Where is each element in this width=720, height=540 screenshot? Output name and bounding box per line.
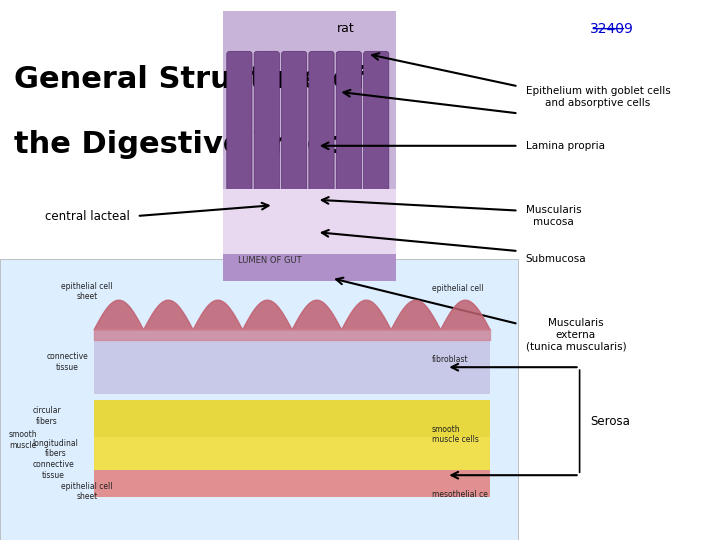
Text: General Structure of: General Structure of [14,65,366,94]
FancyBboxPatch shape [223,254,396,281]
Text: LUMEN OF GUT: LUMEN OF GUT [238,255,301,265]
Text: central lacteal: central lacteal [45,210,130,222]
Text: mesothelial ce: mesothelial ce [432,490,488,498]
FancyBboxPatch shape [309,51,334,219]
Text: Lamina propria: Lamina propria [526,141,605,151]
Text: the Digestive Tract: the Digestive Tract [14,130,340,159]
FancyBboxPatch shape [254,51,279,219]
FancyBboxPatch shape [94,329,490,394]
Text: epithelial cell
sheet: epithelial cell sheet [61,482,113,501]
FancyBboxPatch shape [223,11,396,281]
FancyBboxPatch shape [227,51,252,219]
Text: smooth
muscle cells: smooth muscle cells [432,425,479,444]
Text: fibroblast: fibroblast [432,355,469,363]
Text: epithelial cell: epithelial cell [432,285,484,293]
Text: rat: rat [337,22,354,35]
Text: longitudinal
fibers: longitudinal fibers [32,438,78,458]
Text: smooth
muscle: smooth muscle [9,430,37,450]
FancyBboxPatch shape [223,189,396,254]
FancyBboxPatch shape [282,51,307,219]
FancyBboxPatch shape [364,51,389,219]
Text: Serosa: Serosa [590,415,630,428]
Text: connective
tissue: connective tissue [47,352,89,372]
FancyBboxPatch shape [0,259,518,540]
Text: Muscularis
externa
(tunica muscularis): Muscularis externa (tunica muscularis) [526,318,626,352]
Text: Submucosa: Submucosa [526,254,586,264]
FancyBboxPatch shape [94,400,490,437]
Text: 32409: 32409 [590,22,634,36]
FancyBboxPatch shape [336,51,361,219]
Text: epithelial cell
sheet: epithelial cell sheet [61,282,113,301]
Text: Epithelium with goblet cells
and absorptive cells: Epithelium with goblet cells and absorpt… [526,86,670,108]
Text: Muscularis
mucosa: Muscularis mucosa [526,205,581,227]
FancyBboxPatch shape [94,437,490,470]
Text: circular
fibers: circular fibers [32,406,61,426]
FancyBboxPatch shape [94,470,490,497]
Text: connective
tissue: connective tissue [32,460,74,480]
